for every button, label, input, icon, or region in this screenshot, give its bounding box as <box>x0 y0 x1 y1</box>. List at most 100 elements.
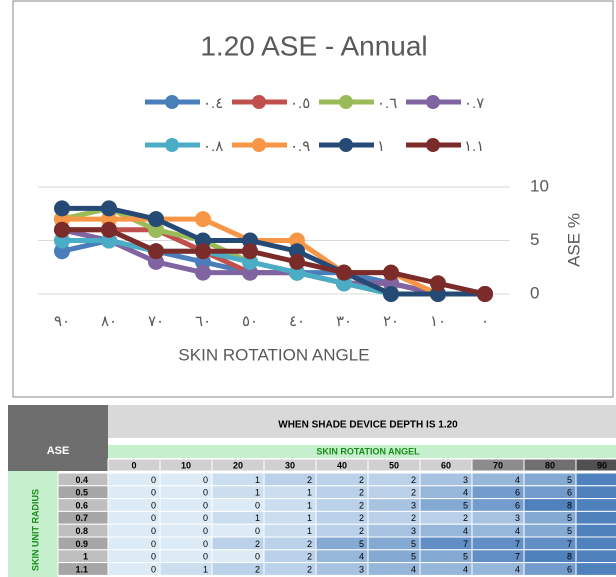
legend-label: ١ <box>377 138 385 155</box>
legend-marker <box>426 95 440 109</box>
point <box>383 286 399 302</box>
point <box>195 264 211 281</box>
value-cell <box>575 562 616 576</box>
legend-marker <box>252 138 266 152</box>
point <box>195 243 211 260</box>
cell-value: 4 <box>515 475 520 485</box>
cell-value: 0 <box>151 513 156 523</box>
cell-value: 1 <box>307 500 312 510</box>
cell-value: 4 <box>463 526 468 536</box>
column-header: 90 <box>597 460 607 470</box>
x-tick-label: ٣٠ <box>336 313 352 330</box>
point <box>101 200 117 217</box>
cell-value: 5 <box>411 539 416 549</box>
cell-value: 0 <box>203 500 208 510</box>
legend-marker <box>339 95 353 109</box>
cell-value: 1 <box>255 513 260 523</box>
x-tick-label: ٤٠ <box>289 313 305 330</box>
chart-title: 1.20 ASE - Annual <box>200 30 427 61</box>
series-line <box>62 227 486 297</box>
row-label: 1 <box>83 552 88 562</box>
cell-value: 2 <box>359 488 364 498</box>
cell-value: 0 <box>203 552 208 562</box>
y-tick-label: 5 <box>530 230 539 249</box>
point <box>242 243 258 260</box>
series-line <box>62 216 485 297</box>
column-header: 0 <box>131 460 136 470</box>
cell-value: 0 <box>151 475 156 485</box>
row-label: 0.5 <box>75 488 88 498</box>
cell-value: 6 <box>567 488 572 498</box>
cell-value: 5 <box>411 552 416 562</box>
point <box>195 211 211 228</box>
cell-value: 4 <box>515 526 520 536</box>
legend-marker <box>339 138 353 152</box>
cell-value: 2 <box>411 513 416 523</box>
subheader-band <box>108 445 616 458</box>
cell-value: 3 <box>411 500 416 510</box>
column-header: 80 <box>545 460 555 470</box>
x-tick-label: ١٠ <box>430 313 446 330</box>
series-line <box>61 227 485 297</box>
value-cell <box>575 549 616 564</box>
value-cell <box>575 485 616 500</box>
cell-value: 2 <box>359 513 364 523</box>
column-header: 60 <box>441 460 451 470</box>
cell-value: 7 <box>515 539 520 549</box>
point <box>148 211 164 228</box>
cell-value: 5 <box>567 526 572 536</box>
column-header: 40 <box>337 460 347 470</box>
value-cell <box>575 510 616 525</box>
row-axis-title: SKIN UNIT RADIUS <box>30 489 40 571</box>
value-cell <box>575 523 616 538</box>
column-header: 30 <box>285 460 295 470</box>
legend-marker <box>165 138 179 152</box>
cell-value: 0 <box>203 475 208 485</box>
cell-value: 1 <box>307 513 312 523</box>
cell-value: 0 <box>255 552 260 562</box>
row-label: 1.1 <box>75 564 88 574</box>
y-axis-title: ASE % <box>564 213 583 267</box>
cell-value: 2 <box>255 539 260 549</box>
legend-label: ٠.٧ <box>464 95 484 112</box>
cell-value: 6 <box>567 564 572 574</box>
point <box>54 221 70 238</box>
x-tick-label: ٢٠ <box>383 313 399 330</box>
cell-value: 0 <box>255 500 260 510</box>
column-header-cell <box>575 458 616 472</box>
cell-value: 7 <box>463 539 468 549</box>
series-line <box>62 205 485 297</box>
table-header: WHEN SHADE DEVICE DEPTH IS 1.20 <box>278 420 458 431</box>
x-tick-label: ٨٠ <box>101 313 117 330</box>
x-tick-label: ٩٠ <box>54 313 70 330</box>
point <box>148 243 164 260</box>
cell-value: 0 <box>203 488 208 498</box>
cell-value: 8 <box>567 500 572 510</box>
cell-value: 1 <box>307 526 312 536</box>
legend-marker <box>165 95 179 109</box>
row-label: 0.8 <box>75 526 88 536</box>
column-header: 10 <box>181 460 191 470</box>
chart-frame <box>12 0 614 398</box>
x-tick-label: ٧٠ <box>148 313 164 330</box>
legend-label: ٠.٤ <box>203 95 223 112</box>
cell-value: 3 <box>515 513 520 523</box>
row-label: 0.7 <box>75 513 88 523</box>
cell-value: 5 <box>359 539 364 549</box>
cell-value: 0 <box>151 488 156 498</box>
cell-value: 7 <box>515 552 520 562</box>
cell-value: 6 <box>515 500 520 510</box>
cell-value: 0 <box>203 526 208 536</box>
point <box>430 275 446 292</box>
cell-value: 2 <box>359 475 364 485</box>
cell-value: 1 <box>307 488 312 498</box>
cell-value: 1 <box>255 475 260 485</box>
cell-value: 3 <box>411 526 416 536</box>
cell-value: 3 <box>463 475 468 485</box>
legend-label: ٠.٩ <box>290 138 310 155</box>
y-tick-label: 0 <box>530 283 539 302</box>
cell-value: 5 <box>463 552 468 562</box>
legend-label: ١.١ <box>464 138 484 155</box>
cell-value: 2 <box>307 539 312 549</box>
